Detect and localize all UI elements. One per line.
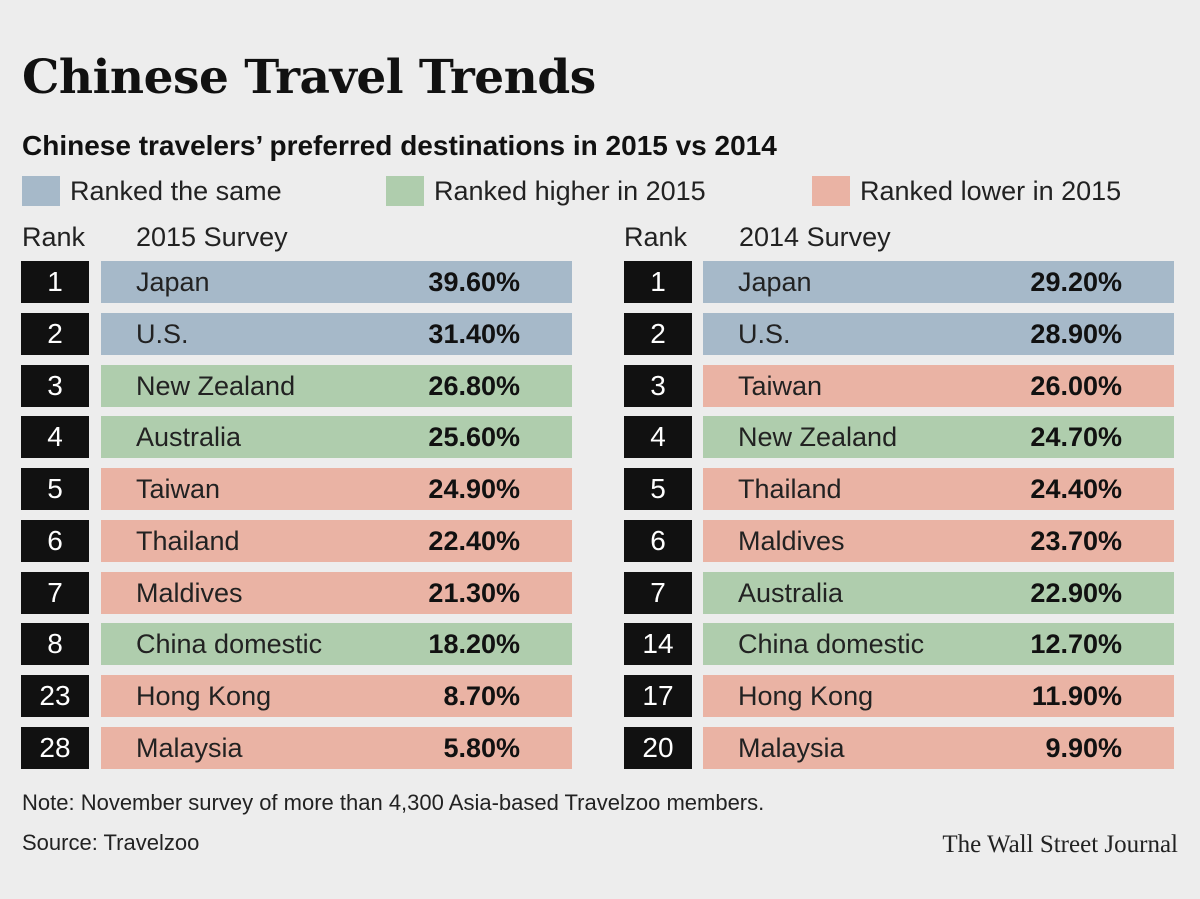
country-label: Hong Kong	[136, 681, 272, 711]
legend-item-same: Ranked the same	[22, 175, 282, 207]
rank-box-2014: 17	[624, 675, 692, 717]
destination-row-2015: U.S. 31.40%	[101, 313, 572, 355]
survey-header-2014: 2014 Survey	[739, 222, 891, 252]
legend-swatch-lower	[812, 176, 850, 206]
percent-value: 26.00%	[1030, 371, 1122, 401]
legend-label-higher: Ranked higher in 2015	[434, 175, 706, 206]
source-line: Source: Travelzoo	[22, 830, 200, 855]
legend-item-lower: Ranked lower in 2015	[812, 175, 1121, 207]
country-label: Malaysia	[136, 733, 243, 763]
rank-box-2014: 3	[624, 365, 692, 407]
percent-value: 5.80%	[443, 733, 520, 763]
footnote: Note: November survey of more than 4,300…	[22, 790, 765, 815]
destination-row-2014: Maldives 23.70%	[703, 520, 1174, 562]
rank-box-2015: 6	[21, 520, 89, 562]
destination-row-2015: Taiwan 24.90%	[101, 468, 572, 510]
country-label: U.S.	[738, 319, 791, 349]
country-label: Thailand	[738, 474, 842, 504]
destination-row-2014: Malaysia 9.90%	[703, 727, 1174, 769]
percent-value: 31.40%	[428, 319, 520, 349]
destination-row-2015: New Zealand 26.80%	[101, 365, 572, 407]
legend-swatch-same	[22, 176, 60, 206]
destination-row-2014: Taiwan 26.00%	[703, 365, 1174, 407]
percent-value: 24.70%	[1030, 422, 1122, 452]
rank-box-2015: 28	[21, 727, 89, 769]
percent-value: 8.70%	[443, 681, 520, 711]
percent-value: 11.90%	[1031, 681, 1122, 711]
destination-row-2015: Hong Kong 8.70%	[101, 675, 572, 717]
percent-value: 22.90%	[1030, 578, 1122, 608]
percent-value: 24.90%	[428, 474, 520, 504]
destination-row-2014: Hong Kong 11.90%	[703, 675, 1174, 717]
percent-value: 18.20%	[428, 629, 520, 659]
rank-box-2015: 23	[21, 675, 89, 717]
country-label: New Zealand	[136, 371, 296, 401]
country-label: Thailand	[136, 526, 240, 556]
legend-label-lower: Ranked lower in 2015	[860, 175, 1122, 206]
percent-value: 22.40%	[428, 526, 520, 556]
rank-box-2015: 7	[21, 572, 89, 614]
percent-value: 29.20%	[1030, 267, 1122, 297]
destination-row-2015: Malaysia 5.80%	[101, 727, 572, 769]
country-label: Taiwan	[136, 474, 221, 504]
destination-row-2015: Japan 39.60%	[101, 261, 572, 303]
destination-row-2014: China domestic 12.70%	[703, 623, 1174, 665]
rank-box-2015: 5	[21, 468, 89, 510]
destination-row-2015: China domestic 18.20%	[101, 623, 572, 665]
destination-row-2015: Maldives 21.30%	[101, 572, 572, 614]
percent-value: 23.70%	[1030, 526, 1122, 556]
rank-box-2014: 1	[624, 261, 692, 303]
percent-value: 25.60%	[428, 422, 520, 452]
destination-row-2014: U.S. 28.90%	[703, 313, 1174, 355]
percent-value: 24.40%	[1030, 474, 1122, 504]
country-label: China domestic	[136, 629, 323, 659]
survey-header-2015: 2015 Survey	[136, 222, 288, 252]
rank-box-2014: 6	[624, 520, 692, 562]
country-label: Malaysia	[738, 733, 845, 763]
rank-box-2014: 20	[624, 727, 692, 769]
country-label: Taiwan	[738, 371, 823, 401]
country-label: Maldives	[136, 578, 243, 608]
country-label: Japan	[136, 267, 210, 297]
destination-row-2015: Thailand 22.40%	[101, 520, 572, 562]
destination-row-2014: Thailand 24.40%	[703, 468, 1174, 510]
country-label: U.S.	[136, 319, 189, 349]
country-label: Australia	[738, 578, 844, 608]
rank-box-2015: 1	[21, 261, 89, 303]
legend-swatch-higher	[386, 176, 424, 206]
rank-header-2014: Rank	[624, 222, 688, 252]
country-label: Australia	[136, 422, 242, 452]
country-label: China domestic	[738, 629, 925, 659]
percent-value: 39.60%	[428, 267, 520, 297]
rank-box-2015: 2	[21, 313, 89, 355]
country-label: New Zealand	[738, 422, 898, 452]
percent-value: 26.80%	[428, 371, 520, 401]
chart-subtitle: Chinese travelers’ preferred destination…	[22, 130, 777, 161]
percent-value: 9.90%	[1045, 733, 1122, 763]
legend-item-higher: Ranked higher in 2015	[386, 175, 706, 207]
percent-value: 21.30%	[428, 578, 520, 608]
chart-title: Chinese Travel Trends	[22, 50, 596, 105]
legend-label-same: Ranked the same	[70, 175, 282, 206]
rank-header-2015: Rank	[22, 222, 86, 252]
country-label: Japan	[738, 267, 812, 297]
publisher-credit: The Wall Street Journal	[942, 831, 1178, 858]
percent-value: 12.70%	[1030, 629, 1122, 659]
rank-box-2015: 4	[21, 416, 89, 458]
rank-box-2014: 5	[624, 468, 692, 510]
destination-row-2014: Japan 29.20%	[703, 261, 1174, 303]
percent-value: 28.90%	[1030, 319, 1122, 349]
rank-box-2014: 4	[624, 416, 692, 458]
rank-box-2014: 14	[624, 623, 692, 665]
destination-row-2014: Australia 22.90%	[703, 572, 1174, 614]
rank-box-2015: 8	[21, 623, 89, 665]
destination-row-2015: Australia 25.60%	[101, 416, 572, 458]
rank-box-2015: 3	[21, 365, 89, 407]
rank-box-2014: 7	[624, 572, 692, 614]
destination-row-2014: New Zealand 24.70%	[703, 416, 1174, 458]
rank-box-2014: 2	[624, 313, 692, 355]
country-label: Hong Kong	[738, 681, 874, 711]
country-label: Maldives	[738, 526, 845, 556]
